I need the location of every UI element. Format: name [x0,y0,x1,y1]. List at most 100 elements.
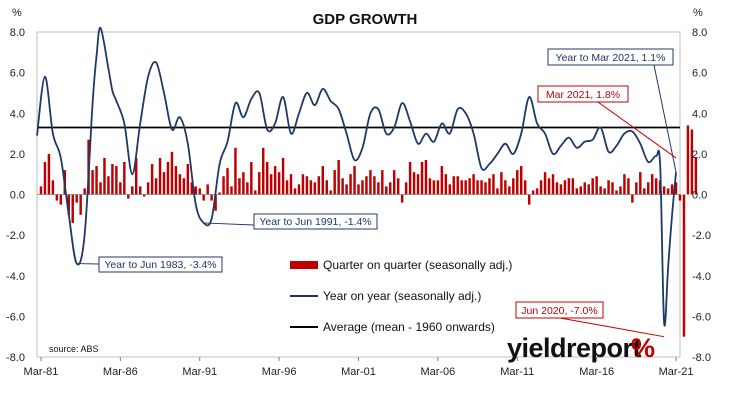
right-axis-unit: % [693,7,703,19]
bar-quarter [194,186,197,195]
bar-quarter [488,178,491,195]
bar-quarter [591,178,594,195]
bar-quarter [670,184,674,195]
callout-box [253,213,378,230]
bar-quarter [111,164,114,195]
y-tick-label-right: -2.0 [692,230,711,242]
legend-label: Year on year (seasonally adj.) [323,289,481,303]
bar-quarter [694,157,698,195]
y-tick-label-right: 4.0 [692,108,707,120]
bar-quarter [500,172,503,195]
bar-quarter [543,172,547,195]
x-axis: Mar-81 Mar-86 Mar-91 Mar-96 Mar-01 Mar-06 Mar-… [24,357,693,378]
bar-quarter [385,186,388,195]
y-tick-label-left: -6.0 [6,311,25,323]
bar-quarter [496,188,499,195]
bar-quarter [627,178,630,195]
bar-quarter [202,194,205,201]
bar-quarter [682,194,686,337]
y-tick-label-right: 0.0 [692,190,707,202]
callout-label: Year to Mar 2021, 1.1% [556,52,666,64]
bar-quarter [654,178,658,195]
bar-quarter [289,174,293,195]
bar-quarter [146,182,150,195]
x-tick-label: Mar-16 [579,366,614,378]
bar-quarter [238,178,241,195]
bar-quarter [424,159,428,195]
bar-quarter [678,194,682,201]
brand-name: yieldreport [507,333,642,363]
bar-quarter [83,188,86,195]
bar-quarter [599,186,602,195]
bar-quarter [650,174,654,195]
bar-quarter [198,188,201,195]
y-tick-label-right: -6.0 [692,311,711,323]
y-tick-label-left: -2.0 [6,230,25,242]
bar-quarter [317,176,321,195]
source-note: source: ABS [49,344,99,354]
bar-quarter [258,172,261,195]
brand-symbol: % [631,333,655,363]
bar-quarter [571,178,575,195]
y-tick-label-right: 2.0 [692,149,707,161]
bar-quarter [551,174,555,195]
callout-label: Jun 2020, -7.0% [521,305,597,317]
bar-quarter [647,182,650,195]
y-tick-label-right: -4.0 [692,271,711,283]
bar-quarter [345,184,348,195]
bar-quarter [162,172,166,195]
bar-quarter [218,192,221,195]
annotations: Year to Jun 1983, -3.4% Year to Jun 1991,… [76,48,677,338]
bar-quarter [512,178,515,195]
bar-quarter [587,184,590,195]
bar-quarter [575,188,579,195]
bar-quarter [186,164,190,195]
bar-quarter [119,182,122,195]
bar-quarter [142,194,146,197]
bar-quarter [222,176,225,195]
bar-quarter [440,166,444,195]
y-tick-label-left: 6.0 [10,68,25,80]
bar-quarter [333,170,336,195]
bar-quarter [174,166,178,195]
bar-quarter [547,178,551,195]
bar-quarter [639,172,642,195]
bar-quarter [567,178,571,195]
bar-quarter [234,147,237,195]
bar-quarter [269,174,273,195]
bar-quarter [206,184,209,195]
callout-box [515,301,604,319]
y-tick-label-right: 8.0 [692,27,707,39]
bar-quarter [559,184,563,195]
y-tick-label-left: 2.0 [10,149,25,161]
bar-quarter [412,172,416,195]
bar-quarter [531,190,535,195]
bar-quarter [452,176,455,195]
bar-quarter [381,170,384,195]
right-y-axis: 8.0 6.0 4.0 2.0 0.0 -2.0 -4.0 -6.0 -8.0 [692,27,711,364]
left-axis-unit: % [12,7,22,19]
bar-quarter [127,194,130,199]
bar-quarter [643,188,646,195]
bar-quarter [444,174,448,195]
bar-quarter [504,180,507,195]
bar-quarter [250,162,253,195]
bar-quarter [341,178,344,195]
bar-quarter [472,174,475,195]
bar-quarter [329,190,332,195]
bar-quarter [436,180,440,195]
bar-quarter [357,184,360,195]
bar-quarter [448,184,452,195]
bar-quarter [138,186,142,195]
bar-quarter [51,180,55,195]
y-tick-label-left: -4.0 [6,271,25,283]
callout-box [98,256,223,273]
bar-quarter [262,147,265,195]
bar-quarter [539,180,543,195]
bar-quarter [182,178,186,195]
x-tick-label: Mar-91 [182,366,217,378]
x-tick-label: Mar-96 [262,366,297,378]
bar-quarter [210,194,213,201]
